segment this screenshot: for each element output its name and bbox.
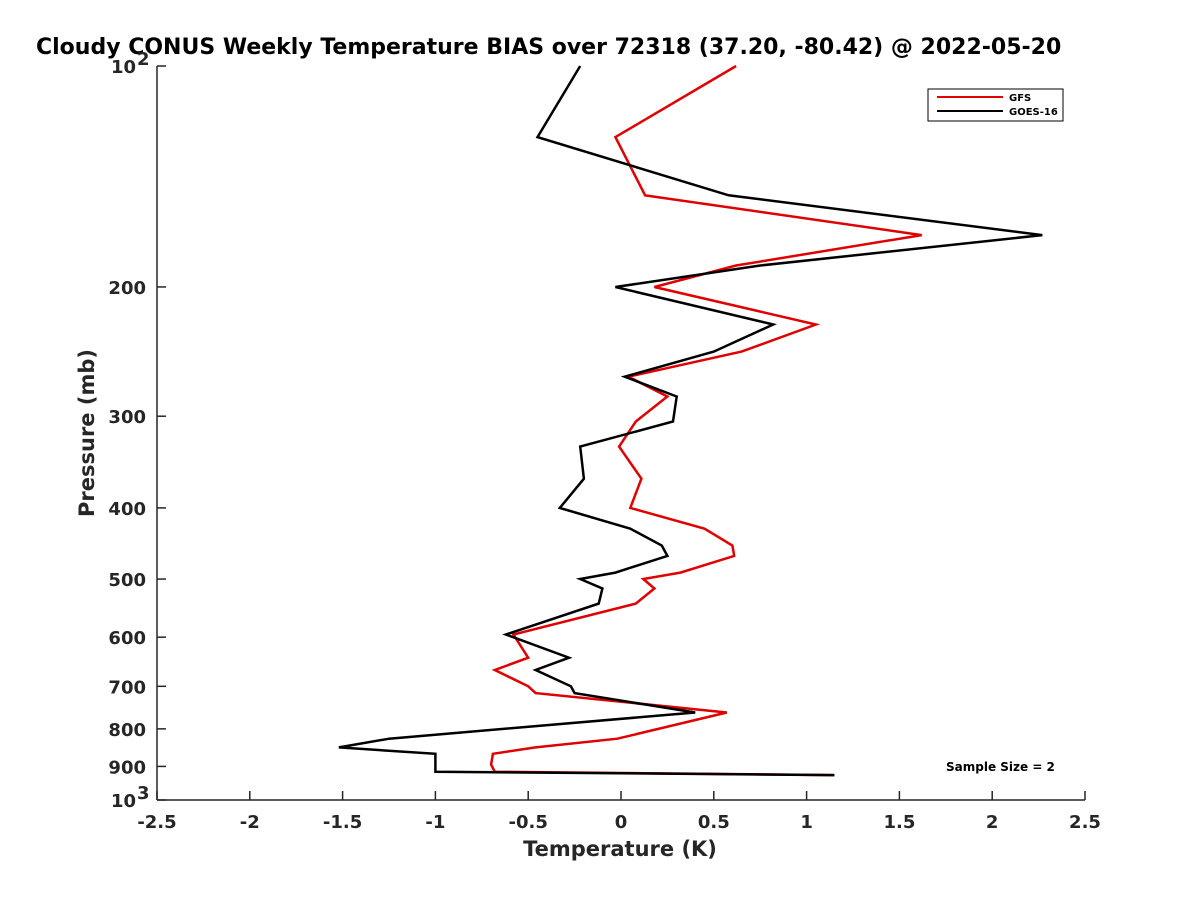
plot-axes: -2.5 -2 -1.5 -1 -0.5 0 0.5 1 1.5 2 2.510 2200300400… (108, 49, 1101, 833)
y-tick-label: 10 (111, 57, 136, 78)
x-tick-label: 1 (800, 812, 813, 833)
x-tick-label: 0.5 (698, 812, 730, 833)
chart-title: Cloudy CONUS Weekly Temperature BIAS ove… (36, 35, 1061, 60)
series-line-goes16 (338, 65, 1043, 777)
y-tick-label: 300 (108, 407, 146, 428)
y-tick-label: 10 (111, 791, 136, 812)
legend-entry-goes16: GOES-16 (1009, 107, 1058, 118)
x-tick-label: -2.5 (137, 812, 176, 833)
series-layer (338, 64, 1043, 777)
y-tick-label: 200 (108, 278, 146, 299)
x-tick-label: -1.5 (323, 812, 362, 833)
x-tick-label: 1.5 (883, 812, 915, 833)
x-axis-label: Temperature (K) (523, 837, 717, 861)
x-tick-label: 2.5 (1069, 812, 1101, 833)
x-tick-label: 0 (615, 812, 628, 833)
y-tick-label: 400 (108, 499, 146, 520)
y-tick-label: 900 (108, 757, 146, 778)
legend-box (927, 88, 1064, 122)
x-tick-label: -1 (425, 812, 445, 833)
x-tick-label: 2 (986, 812, 999, 833)
y-tick-label: 700 (108, 677, 146, 698)
series-line-gfs (489, 64, 922, 777)
y-tick-label: 500 (108, 570, 146, 591)
sample-size-annotation: Sample Size = 2 (946, 760, 1055, 774)
y-axis-label: Pressure (mb) (75, 349, 99, 517)
y-tick-exponent: 3 (137, 783, 150, 804)
x-tick-label: -0.5 (509, 812, 548, 833)
legend-entry-gfs: GFS (1009, 93, 1031, 104)
chart-legend: GFS GOES-16 (927, 88, 1064, 122)
y-tick-exponent: 2 (137, 49, 150, 70)
x-tick-label: -2 (240, 812, 260, 833)
y-tick-label: 800 (108, 720, 146, 741)
y-tick-label: 600 (108, 628, 146, 649)
